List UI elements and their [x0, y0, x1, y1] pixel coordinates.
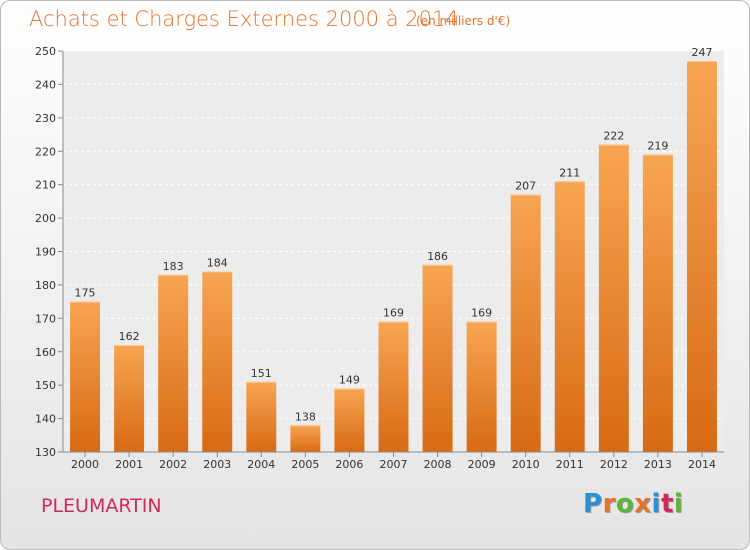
chart-subtitle: (en milliers d'€)	[416, 14, 511, 28]
data-label: 207	[515, 180, 536, 193]
data-label: 162	[119, 330, 140, 343]
x-tick-label: 2007	[380, 458, 408, 471]
bar-2001	[114, 345, 145, 452]
data-label: 151	[251, 367, 272, 380]
x-tick-label: 2014	[688, 458, 716, 471]
y-tick-label: 160	[35, 346, 56, 359]
data-label: 219	[647, 140, 668, 153]
bar-2004	[246, 381, 277, 452]
data-label: 175	[75, 287, 96, 300]
data-label: 211	[559, 166, 580, 179]
bar-2002	[158, 274, 189, 452]
logo-letter: x	[634, 489, 652, 519]
bar-2009	[466, 321, 497, 452]
y-tick-label: 140	[35, 413, 56, 426]
data-label: 183	[163, 260, 184, 273]
data-label: 222	[603, 130, 624, 143]
logo-letter: o	[615, 489, 635, 519]
y-tick-label: 220	[35, 145, 56, 158]
bar-2008	[422, 264, 453, 452]
y-tick-label: 150	[35, 379, 56, 392]
bar-2007	[378, 321, 409, 452]
data-label: 186	[427, 250, 448, 263]
bar-2012	[598, 144, 629, 453]
city-name: PLEUMARTIN	[41, 495, 162, 517]
y-tick-label: 170	[35, 312, 56, 325]
y-tick-label: 180	[35, 279, 56, 292]
logo-letter: r	[602, 489, 616, 519]
logo-letter: i	[651, 489, 661, 519]
x-tick-label: 2004	[247, 458, 275, 471]
x-tick-label: 2003	[203, 458, 231, 471]
x-tick-label: 2001	[115, 458, 143, 471]
data-label: 169	[383, 307, 404, 320]
y-tick-label: 130	[35, 446, 56, 459]
x-tick-label: 2009	[468, 458, 496, 471]
y-tick-label: 210	[35, 179, 56, 192]
y-tick-label: 230	[35, 112, 56, 125]
x-tick-label: 2012	[600, 458, 628, 471]
y-tick-label: 250	[35, 45, 56, 58]
chart-title: Achats et Charges Externes 2000 à 2014	[29, 7, 459, 31]
x-tick-label: 2013	[644, 458, 672, 471]
x-tick-label: 2000	[71, 458, 99, 471]
x-tick-label: 2005	[291, 458, 319, 471]
bar-2011	[554, 181, 585, 452]
data-label: 247	[691, 46, 712, 59]
bar-2006	[334, 388, 365, 452]
x-tick-label: 2010	[512, 458, 540, 471]
logo-letter: i	[673, 489, 684, 519]
bar-2010	[510, 194, 541, 453]
y-tick-label: 190	[35, 246, 56, 259]
bar-2014	[686, 61, 717, 453]
x-tick-label: 2006	[335, 458, 363, 471]
data-label: 184	[207, 257, 228, 270]
data-labels: 175 162 183 184 151 138 149 169 186 169 207 211 222 2…	[75, 46, 713, 423]
y-tick-label: 200	[35, 212, 56, 225]
x-tick-label: 2011	[556, 458, 584, 471]
y-axis-ticks: 130 140 150 160 170 180 190 200 210 220 230 240 250	[35, 45, 63, 459]
bars	[70, 61, 717, 453]
x-tick-label: 2008	[424, 458, 452, 471]
y-tick-label: 240	[35, 78, 56, 91]
data-label: 138	[295, 410, 316, 423]
bar-2013	[642, 154, 673, 452]
x-axis-ticks: 2000 2001 2002 2003 2004 2005 2006 2007 2008 2009…	[71, 452, 716, 471]
bar-2005	[290, 425, 321, 452]
data-label: 149	[339, 374, 360, 387]
logo-letter: P	[583, 489, 603, 519]
bar-2000	[70, 301, 101, 452]
data-label: 169	[471, 307, 492, 320]
bar-2003	[202, 271, 233, 452]
proxiti-logo[interactable]: Proxiti	[583, 489, 683, 519]
logo-letter: t	[660, 489, 674, 519]
x-tick-label: 2002	[159, 458, 187, 471]
